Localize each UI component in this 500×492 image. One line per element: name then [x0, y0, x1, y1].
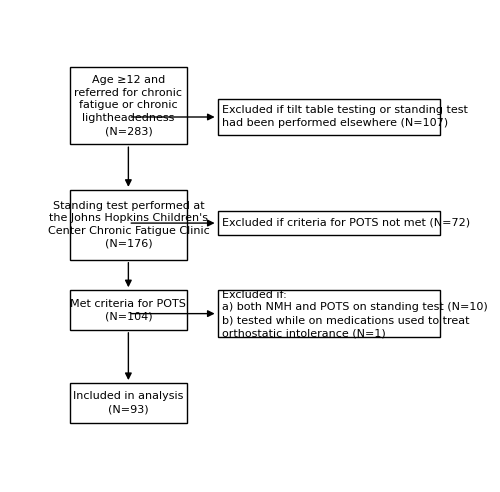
Text: Standing test performed at
the Johns Hopkins Children's
Center Chronic Fatigue C: Standing test performed at the Johns Hop… — [48, 201, 209, 249]
FancyBboxPatch shape — [218, 211, 440, 235]
Text: Excluded if:
a) both NMH and POTS on standing test (N=10)
b) tested while on med: Excluded if: a) both NMH and POTS on sta… — [222, 290, 488, 338]
Text: Age ≥12 and
referred for chronic
fatigue or chronic
lightheadedness
(N=283): Age ≥12 and referred for chronic fatigue… — [74, 75, 182, 136]
FancyBboxPatch shape — [70, 383, 186, 423]
FancyBboxPatch shape — [70, 190, 186, 260]
FancyBboxPatch shape — [70, 66, 186, 144]
FancyBboxPatch shape — [218, 99, 440, 135]
Text: Excluded if tilt table testing or standing test
had been performed elsewhere (N=: Excluded if tilt table testing or standi… — [222, 105, 468, 128]
Text: Excluded if criteria for POTS not met (N=72): Excluded if criteria for POTS not met (N… — [222, 218, 470, 228]
FancyBboxPatch shape — [218, 290, 440, 338]
FancyBboxPatch shape — [70, 290, 186, 330]
Text: Included in analysis
(N=93): Included in analysis (N=93) — [73, 392, 184, 414]
Text: Met criteria for POTS
(N=104): Met criteria for POTS (N=104) — [70, 299, 186, 321]
